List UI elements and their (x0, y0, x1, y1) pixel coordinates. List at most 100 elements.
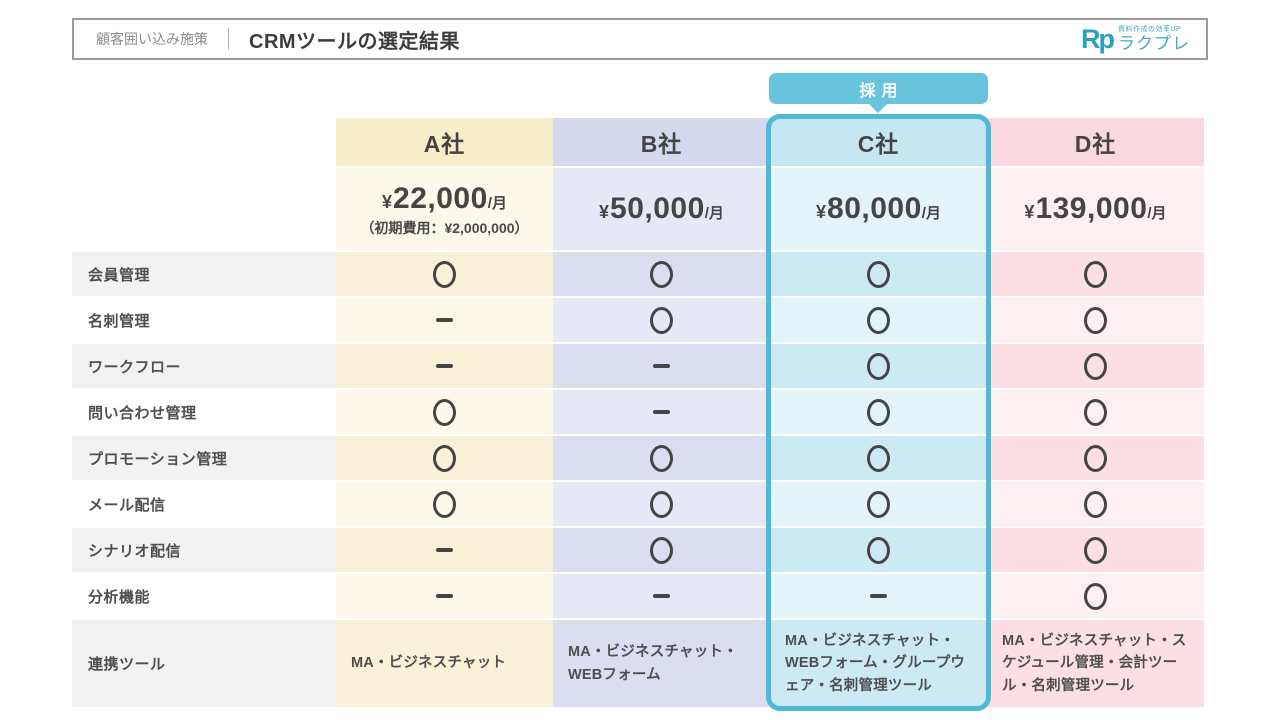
header-divider (228, 28, 229, 50)
integration-cell-d: MA・ビジネスチャット・スケジュール管理・会計ツール・名刺管理ツール (987, 620, 1204, 707)
feature-cell-d-7 (987, 574, 1204, 620)
dash-icon (653, 364, 670, 368)
price-period: /月 (487, 194, 507, 212)
feature-cell-b-6 (553, 528, 770, 574)
dash-icon (436, 594, 453, 598)
circle-icon (650, 306, 673, 334)
feature-cell-b-5 (553, 482, 770, 528)
feature-cell-b-4 (553, 436, 770, 482)
feature-cell-d-5 (987, 482, 1204, 528)
price-amount: 22,000 (393, 181, 488, 215)
price-note-a: （初期費用：¥2,000,000） (360, 220, 529, 237)
row-label-7: 分析機能 (72, 574, 336, 620)
comparison-table: A社 B社 C社 D社 ¥22,000/月 （初期費用：¥2,000,000） ¥50,00… (72, 118, 1204, 707)
row-label-3: 問い合わせ管理 (72, 390, 336, 436)
currency-symbol: ¥ (816, 201, 827, 222)
feature-cell-b-3 (553, 390, 770, 436)
row-label-0: 会員管理 (72, 252, 336, 298)
circle-icon (1084, 490, 1107, 518)
feature-cell-a-1 (336, 298, 553, 344)
circle-icon (867, 490, 890, 518)
circle-icon (1084, 536, 1107, 564)
feature-cell-d-0 (987, 252, 1204, 298)
circle-icon (867, 352, 890, 380)
circle-icon (867, 444, 890, 472)
row-label-6: シナリオ配信 (72, 528, 336, 574)
circle-icon (433, 398, 456, 426)
company-header-a: A社 (336, 118, 553, 168)
logo-mark-icon: Rp (1081, 23, 1115, 54)
row-label-1: 名刺管理 (72, 298, 336, 344)
price-d: ¥139,000/月 (1024, 192, 1166, 227)
circle-icon (433, 260, 456, 288)
dash-icon (870, 594, 887, 598)
feature-cell-c-3 (770, 390, 987, 436)
currency-symbol: ¥ (382, 191, 393, 212)
price-c: ¥80,000/月 (816, 192, 941, 227)
feature-cell-b-7 (553, 574, 770, 620)
circle-icon (1084, 582, 1107, 610)
adopted-badge: 採用 (769, 73, 988, 104)
feature-cell-c-1 (770, 298, 987, 344)
feature-cell-a-6 (336, 528, 553, 574)
feature-cell-d-6 (987, 528, 1204, 574)
dash-icon (436, 548, 453, 552)
integration-cell-a: MA・ビジネスチャット (336, 620, 553, 707)
price-cell-d: ¥139,000/月 (987, 168, 1204, 252)
circle-icon (867, 306, 890, 334)
price-row-label-cell (72, 168, 336, 252)
row-label-5: メール配信 (72, 482, 336, 528)
feature-cell-c-0 (770, 252, 987, 298)
circle-icon (650, 490, 673, 518)
circle-icon (650, 444, 673, 472)
circle-icon (867, 260, 890, 288)
feature-cell-a-2 (336, 344, 553, 390)
header-bar: 顧客囲い込み施策 CRMツールの選定結果 Rp 資料作成の効率UP ラクプレ (72, 18, 1208, 60)
feature-cell-c-2 (770, 344, 987, 390)
feature-cell-d-3 (987, 390, 1204, 436)
circle-icon (1084, 260, 1107, 288)
integration-cell-c: MA・ビジネスチャット・WEBフォーム・グループウェア・名刺管理ツール (770, 620, 987, 707)
price-cell-c: ¥80,000/月 (770, 168, 987, 252)
row-label-4: プロモーション管理 (72, 436, 336, 482)
feature-cell-d-2 (987, 344, 1204, 390)
price-cell-a: ¥22,000/月 （初期費用：¥2,000,000） (336, 168, 553, 252)
feature-cell-d-4 (987, 436, 1204, 482)
dash-icon (653, 410, 670, 414)
feature-cell-c-4 (770, 436, 987, 482)
circle-icon (433, 490, 456, 518)
dash-icon (436, 318, 453, 322)
price-period: /月 (1147, 204, 1167, 222)
company-header-c: C社 (770, 118, 987, 168)
circle-icon (650, 536, 673, 564)
row-label-2: ワークフロー (72, 344, 336, 390)
feature-cell-b-2 (553, 344, 770, 390)
feature-cell-a-4 (336, 436, 553, 482)
circle-icon (867, 398, 890, 426)
logo-tagline: 資料作成の効率UP (1118, 26, 1182, 33)
feature-cell-b-1 (553, 298, 770, 344)
circle-icon (1084, 306, 1107, 334)
feature-cell-a-5 (336, 482, 553, 528)
dash-icon (653, 594, 670, 598)
price-period: /月 (704, 204, 724, 222)
logo-text: 資料作成の効率UP ラクプレ (1118, 26, 1190, 52)
company-header-d: D社 (987, 118, 1204, 168)
page-title: CRMツールの選定結果 (249, 30, 461, 53)
currency-symbol: ¥ (1024, 201, 1035, 222)
company-header-b: B社 (553, 118, 770, 168)
table-corner-cell (72, 118, 336, 168)
feature-cell-a-0 (336, 252, 553, 298)
circle-icon (1084, 444, 1107, 472)
feature-cell-a-7 (336, 574, 553, 620)
circle-icon (650, 260, 673, 288)
price-amount: 80,000 (827, 191, 922, 225)
circle-icon (433, 444, 456, 472)
brand-logo: Rp 資料作成の効率UP ラクプレ (1081, 23, 1190, 54)
feature-cell-c-7 (770, 574, 987, 620)
feature-cell-c-6 (770, 528, 987, 574)
circle-icon (1084, 398, 1107, 426)
circle-icon (1084, 352, 1107, 380)
price-cell-b: ¥50,000/月 (553, 168, 770, 252)
